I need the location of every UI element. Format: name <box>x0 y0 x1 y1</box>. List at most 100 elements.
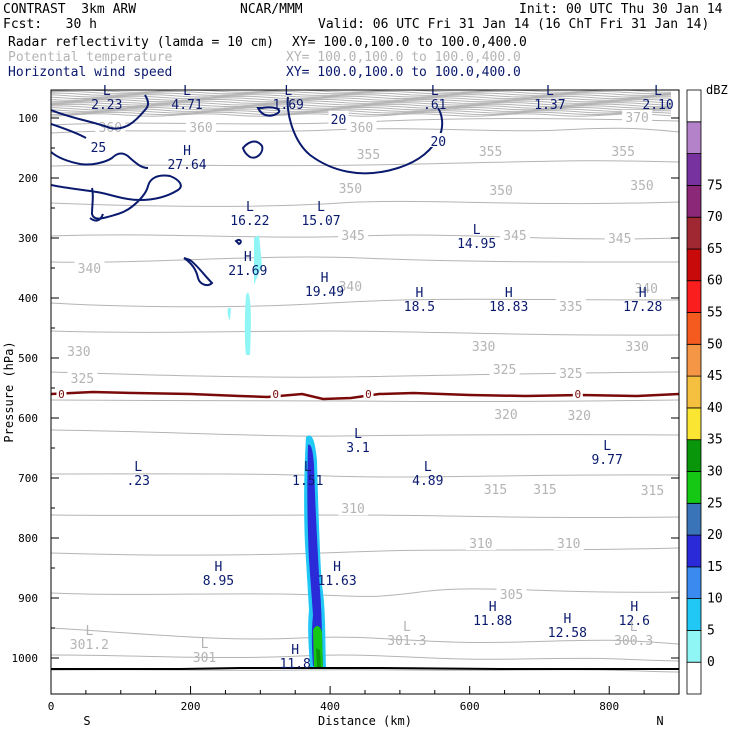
colorbar-level-label: 60 <box>707 274 723 289</box>
wind-extremum-value: 4.71 <box>171 98 202 113</box>
theta-label-bg <box>67 371 98 385</box>
wind-label-bg <box>88 139 109 153</box>
theta-contour-label: 340 <box>339 280 362 295</box>
theta-contour-label: 330 <box>472 340 495 355</box>
colorbar-swatch <box>686 343 702 377</box>
wind-extremum-mark: H <box>416 286 424 301</box>
theta-contour-label: 340 <box>78 262 101 277</box>
theta-label-bg <box>631 281 662 295</box>
theta-contour-label: 315 <box>484 483 507 498</box>
colorbar-swatch <box>686 471 702 504</box>
init-time: Init: 00 UTC Thu 30 Jan 14 <box>519 2 723 17</box>
y-tick-label: 700 <box>18 472 38 485</box>
y-tick-label: 100 <box>18 112 38 125</box>
x-tick-label: 200 <box>181 700 201 713</box>
wind-extremum-value: .61 <box>423 98 446 113</box>
theta-label-bg <box>338 501 369 516</box>
freezing-level-label: 0 <box>575 388 582 401</box>
theta-label-bg <box>475 144 506 159</box>
wind-extremum-mark: H <box>183 144 191 159</box>
colorbar-level-label: 10 <box>707 592 723 607</box>
colorbar-swatch <box>686 312 702 345</box>
theta-contour <box>51 473 679 478</box>
theta-label-bg <box>604 231 635 246</box>
field-wind-xy: XY= 100.0,100.0 to 100.0,400.0 <box>286 65 521 80</box>
reflectivity-30dbz-area <box>313 626 323 668</box>
colorbar-swatch <box>686 248 702 282</box>
theta-contour-label: 345 <box>341 229 364 244</box>
theta-label-bg <box>490 407 521 421</box>
theta-extremum-value: 300.3 <box>614 634 653 649</box>
forecast-hour: Fcst: 30 h <box>3 17 97 32</box>
wind-extremum-mark: L <box>354 427 362 442</box>
theta-contour-upper <box>51 90 672 93</box>
colorbar-swatch <box>686 598 702 631</box>
theta-contour-label: 350 <box>489 184 512 199</box>
wind-extremum-mark: H <box>563 612 571 627</box>
wind-extremum-mark: H <box>215 560 223 575</box>
wind-speed-contour <box>234 238 242 246</box>
theta-label-bg <box>553 536 584 550</box>
theta-contour-label: 330 <box>67 345 90 360</box>
theta-contour-label: 310 <box>557 537 580 552</box>
wind-extremum-mark: H <box>333 560 341 575</box>
theta-contour-upper <box>51 97 672 101</box>
colorbar-level-label: 55 <box>707 306 723 321</box>
y-axis-label: Pressure (hPa) <box>2 341 16 442</box>
colorbar-level-label: 0 <box>707 655 715 670</box>
theta-contour-label: 355 <box>357 148 380 163</box>
theta-extremum-value: 301.2 <box>70 638 109 653</box>
theta-contour <box>51 669 679 673</box>
colorbar-level-label: 30 <box>707 464 723 479</box>
theta-label-bg <box>335 180 366 195</box>
wind-extremum-mark: H <box>505 286 513 301</box>
colorbar-unit-label: dBZ <box>706 83 728 97</box>
wind-extremum-value: 14.95 <box>457 237 496 252</box>
theta-extremum-mark: L <box>403 620 411 635</box>
wind-speed-contour <box>51 174 182 220</box>
field-reflectivity-label: Radar reflectivity (lamda = 10 cm) <box>8 35 275 50</box>
theta-contour-label: 335 <box>559 300 582 315</box>
wind-extremum-mark: H <box>639 286 647 301</box>
theta-contour-label: 355 <box>479 145 502 160</box>
theta-contour-upper <box>51 102 672 106</box>
wind-extremum-value: 21.69 <box>228 264 267 279</box>
theta-contour <box>51 627 679 645</box>
theta-contour-label: 345 <box>503 229 526 244</box>
colorbar-swatch <box>686 153 702 186</box>
model-title: CONTRAST 3km ARW <box>3 2 137 17</box>
theta-contour <box>51 399 679 403</box>
theta-label-bg <box>627 177 658 192</box>
colorbar-level-label: 25 <box>707 496 723 511</box>
x-tick-label: 600 <box>460 700 480 713</box>
theta-label-bg <box>530 482 561 496</box>
x-tick-label: 800 <box>599 700 619 713</box>
wind-extremum-mark: H <box>489 600 497 615</box>
wind-extremum-value: 1.69 <box>273 98 304 113</box>
wind-extremum-value: 1.51 <box>292 474 323 489</box>
colorbar-level-label: 15 <box>707 560 723 575</box>
reflectivity-small-cell <box>227 308 231 320</box>
field-theta-xy: XY= 100.0,100.0 to 100.0,400.0 <box>286 50 521 65</box>
wind-extremum-value: 15.07 <box>301 214 340 229</box>
theta-contour-label: 325 <box>493 363 516 378</box>
colorbar-level-label: 20 <box>707 528 723 543</box>
colorbar-swatch <box>686 280 702 313</box>
theta-label-bg <box>335 279 366 294</box>
theta-contour-label: 320 <box>494 408 517 423</box>
theta-extremum-value: 301 <box>193 651 216 666</box>
institution: NCAR/MMM <box>240 2 303 17</box>
theta-label-bg <box>480 482 511 496</box>
theta-contour-label: 345 <box>608 232 631 247</box>
theta-contour-upper <box>51 100 672 104</box>
colorbar-swatch <box>686 534 702 568</box>
theta-label-bg <box>74 261 105 276</box>
colorbar-swatch <box>686 216 702 250</box>
theta-contour-label: 340 <box>634 282 657 297</box>
y-tick-label: 800 <box>18 532 38 545</box>
wind-extremum-mark: H <box>630 600 638 615</box>
wind-speed-contour <box>51 151 149 169</box>
colorbar-level-label: 35 <box>707 433 723 448</box>
colorbar-swatch <box>686 375 702 409</box>
